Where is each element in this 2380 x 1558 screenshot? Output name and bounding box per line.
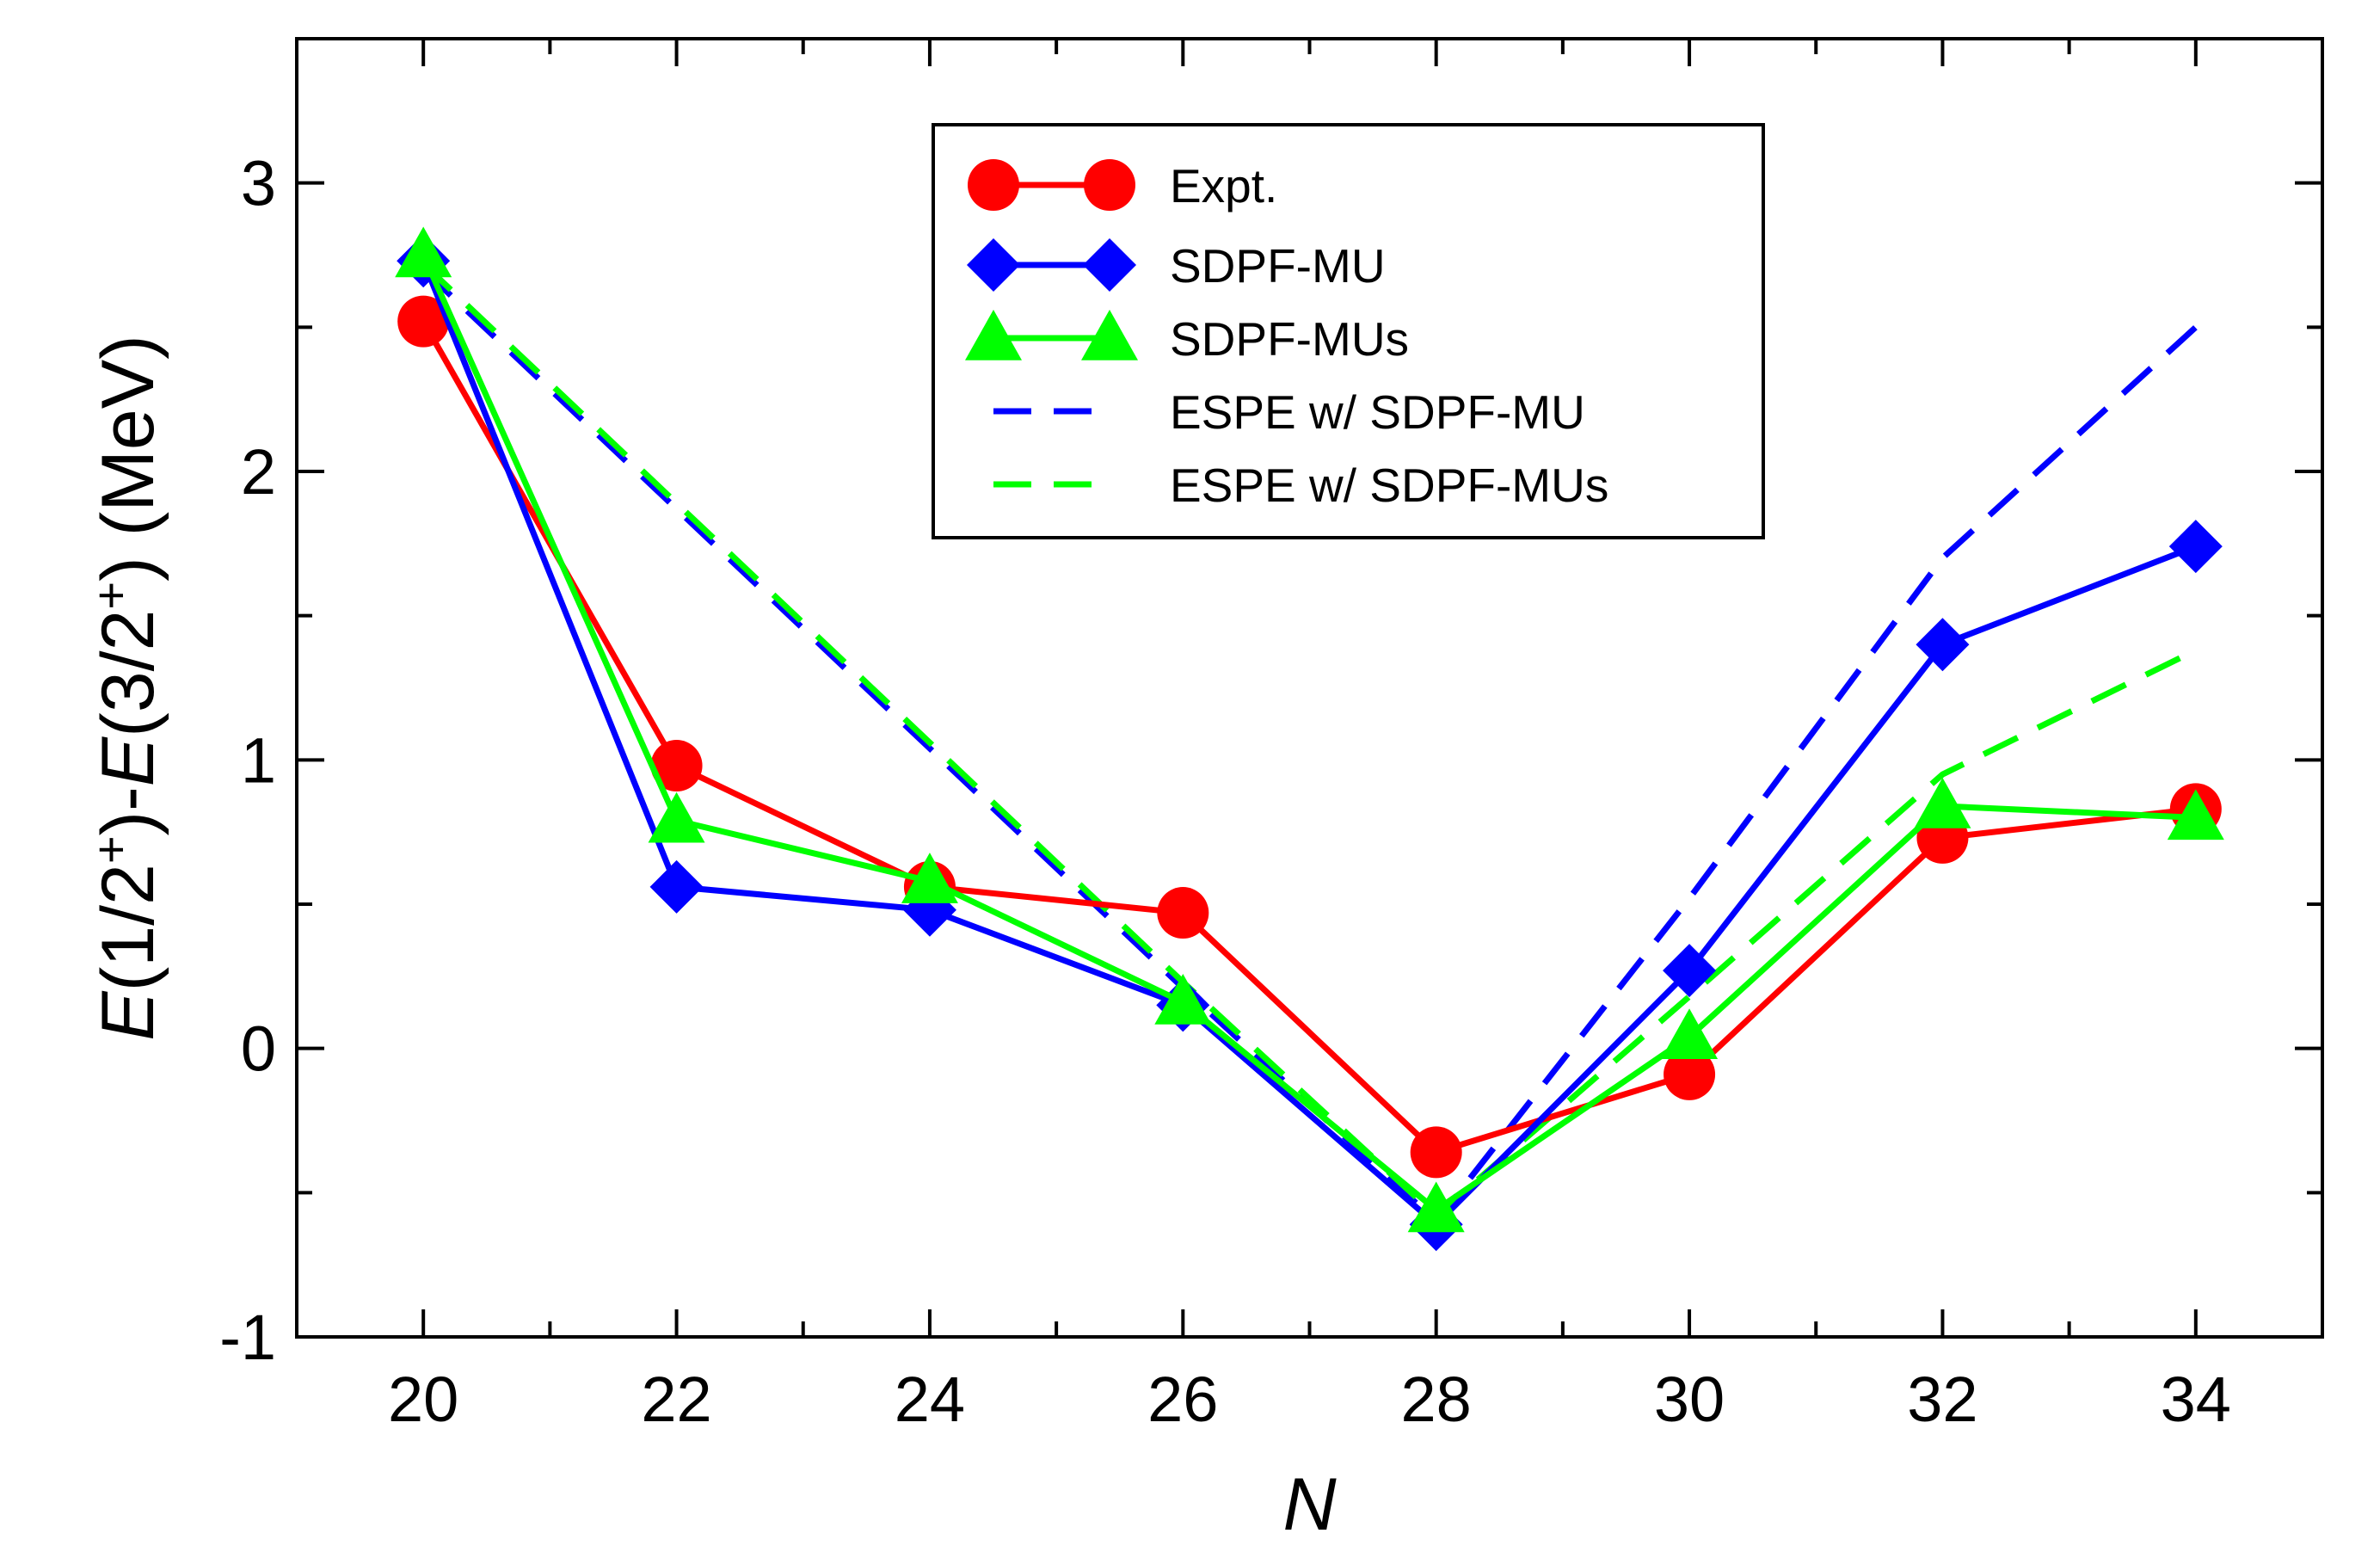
legend: Expt. SDPF-MU SDPF-MUs ESPE w/ SDPF-MU ESPE … [932,123,1765,539]
y-axis-title-part: + [83,582,138,610]
triangle-marker [965,310,1022,360]
diamond-marker [967,238,1020,292]
legend-label: Expt. [1170,159,1277,212]
legend-label: ESPE w/ SDPF-MU [1170,385,1585,439]
x-tick-label: 24 [895,1364,965,1435]
y-tick-label: 1 [241,724,276,796]
legend-label: SDPF-MU [1170,239,1386,293]
y-axis-title-part: + [83,835,138,864]
legend-entry: SDPF-MU [967,238,1386,293]
tick-labels: 20 22 24 26 28 30 32 34 -1 0 1 2 3 [219,148,2231,1435]
diamond-marker [1663,944,1717,998]
y-axis-title-part: )- [87,786,169,835]
x-tick-label: 28 [1401,1364,1472,1435]
legend-entry: ESPE w/ SDPF-MUs [993,459,1608,512]
circle-marker [1664,1048,1716,1100]
series-line [421,267,2199,1225]
legend-box [932,123,1765,539]
triangle-marker [395,226,452,278]
y-axis-title-part: (1/2 [87,864,169,991]
diamond-marker [1916,618,1970,672]
y-tick-label: 0 [241,1013,276,1085]
y-axis-title-part: E [87,990,169,1041]
diamond-marker [649,859,704,914]
series-sdpf-mus [395,226,2224,1233]
circle-marker [968,159,1019,211]
triangle-marker [2167,789,2224,841]
series-line [421,319,2197,1155]
legend-entry: SDPF-MUs [965,310,1409,366]
diamond-marker [2168,520,2223,574]
triangle-marker [901,853,958,903]
circle-marker [397,295,450,348]
diamond-marker [1083,238,1136,292]
series-line [420,259,2198,1228]
series-layer [395,226,2224,1252]
circle-marker [650,740,703,792]
y-axis-title-part: ) (MeV) [87,335,169,582]
x-axis-title: N [1282,1463,1337,1546]
x-tick-label: 22 [641,1364,711,1435]
y-axis-title-part: (3/2 [87,610,169,737]
y-tick-label: 2 [241,436,276,508]
x-tick-label: 30 [1654,1364,1725,1435]
axis-ticks [297,39,2322,1337]
circle-marker [1157,887,1209,939]
legend-label: SDPF-MUs [1170,312,1409,366]
circle-marker [1084,159,1135,211]
x-tick-label: 26 [1147,1364,1218,1435]
x-tick-label: 20 [388,1364,458,1435]
triangle-marker [648,791,705,843]
legend-label: ESPE w/ SDPF-MUs [1170,459,1608,512]
y-tick-label: -1 [219,1302,276,1373]
circle-marker [1410,1126,1462,1179]
series-line [420,254,2196,1213]
triangle-marker [1661,1008,1719,1059]
y-axis-title-part: E [87,736,169,786]
x-tick-label: 34 [2161,1364,2231,1435]
legend-entry: Expt. [968,159,1277,212]
triangle-marker [1407,1181,1465,1233]
series-espe-w-sdpf-mu [421,267,2199,1225]
y-axis-title: E(1/2+​)-E(3/2+​) (MeV) [83,335,169,1040]
triangle-marker [1154,974,1212,1025]
y-tick-label: 3 [241,148,276,219]
legend-entry: ESPE w/ SDPF-MU [993,385,1585,439]
triangle-marker [1081,310,1138,360]
series-line [421,262,2198,1219]
triangle-marker [1914,777,1971,828]
x-tick-label: 32 [1907,1364,1977,1435]
series-espe-w-sdpf-mus [421,262,2198,1219]
plot-frame [295,37,2324,1339]
